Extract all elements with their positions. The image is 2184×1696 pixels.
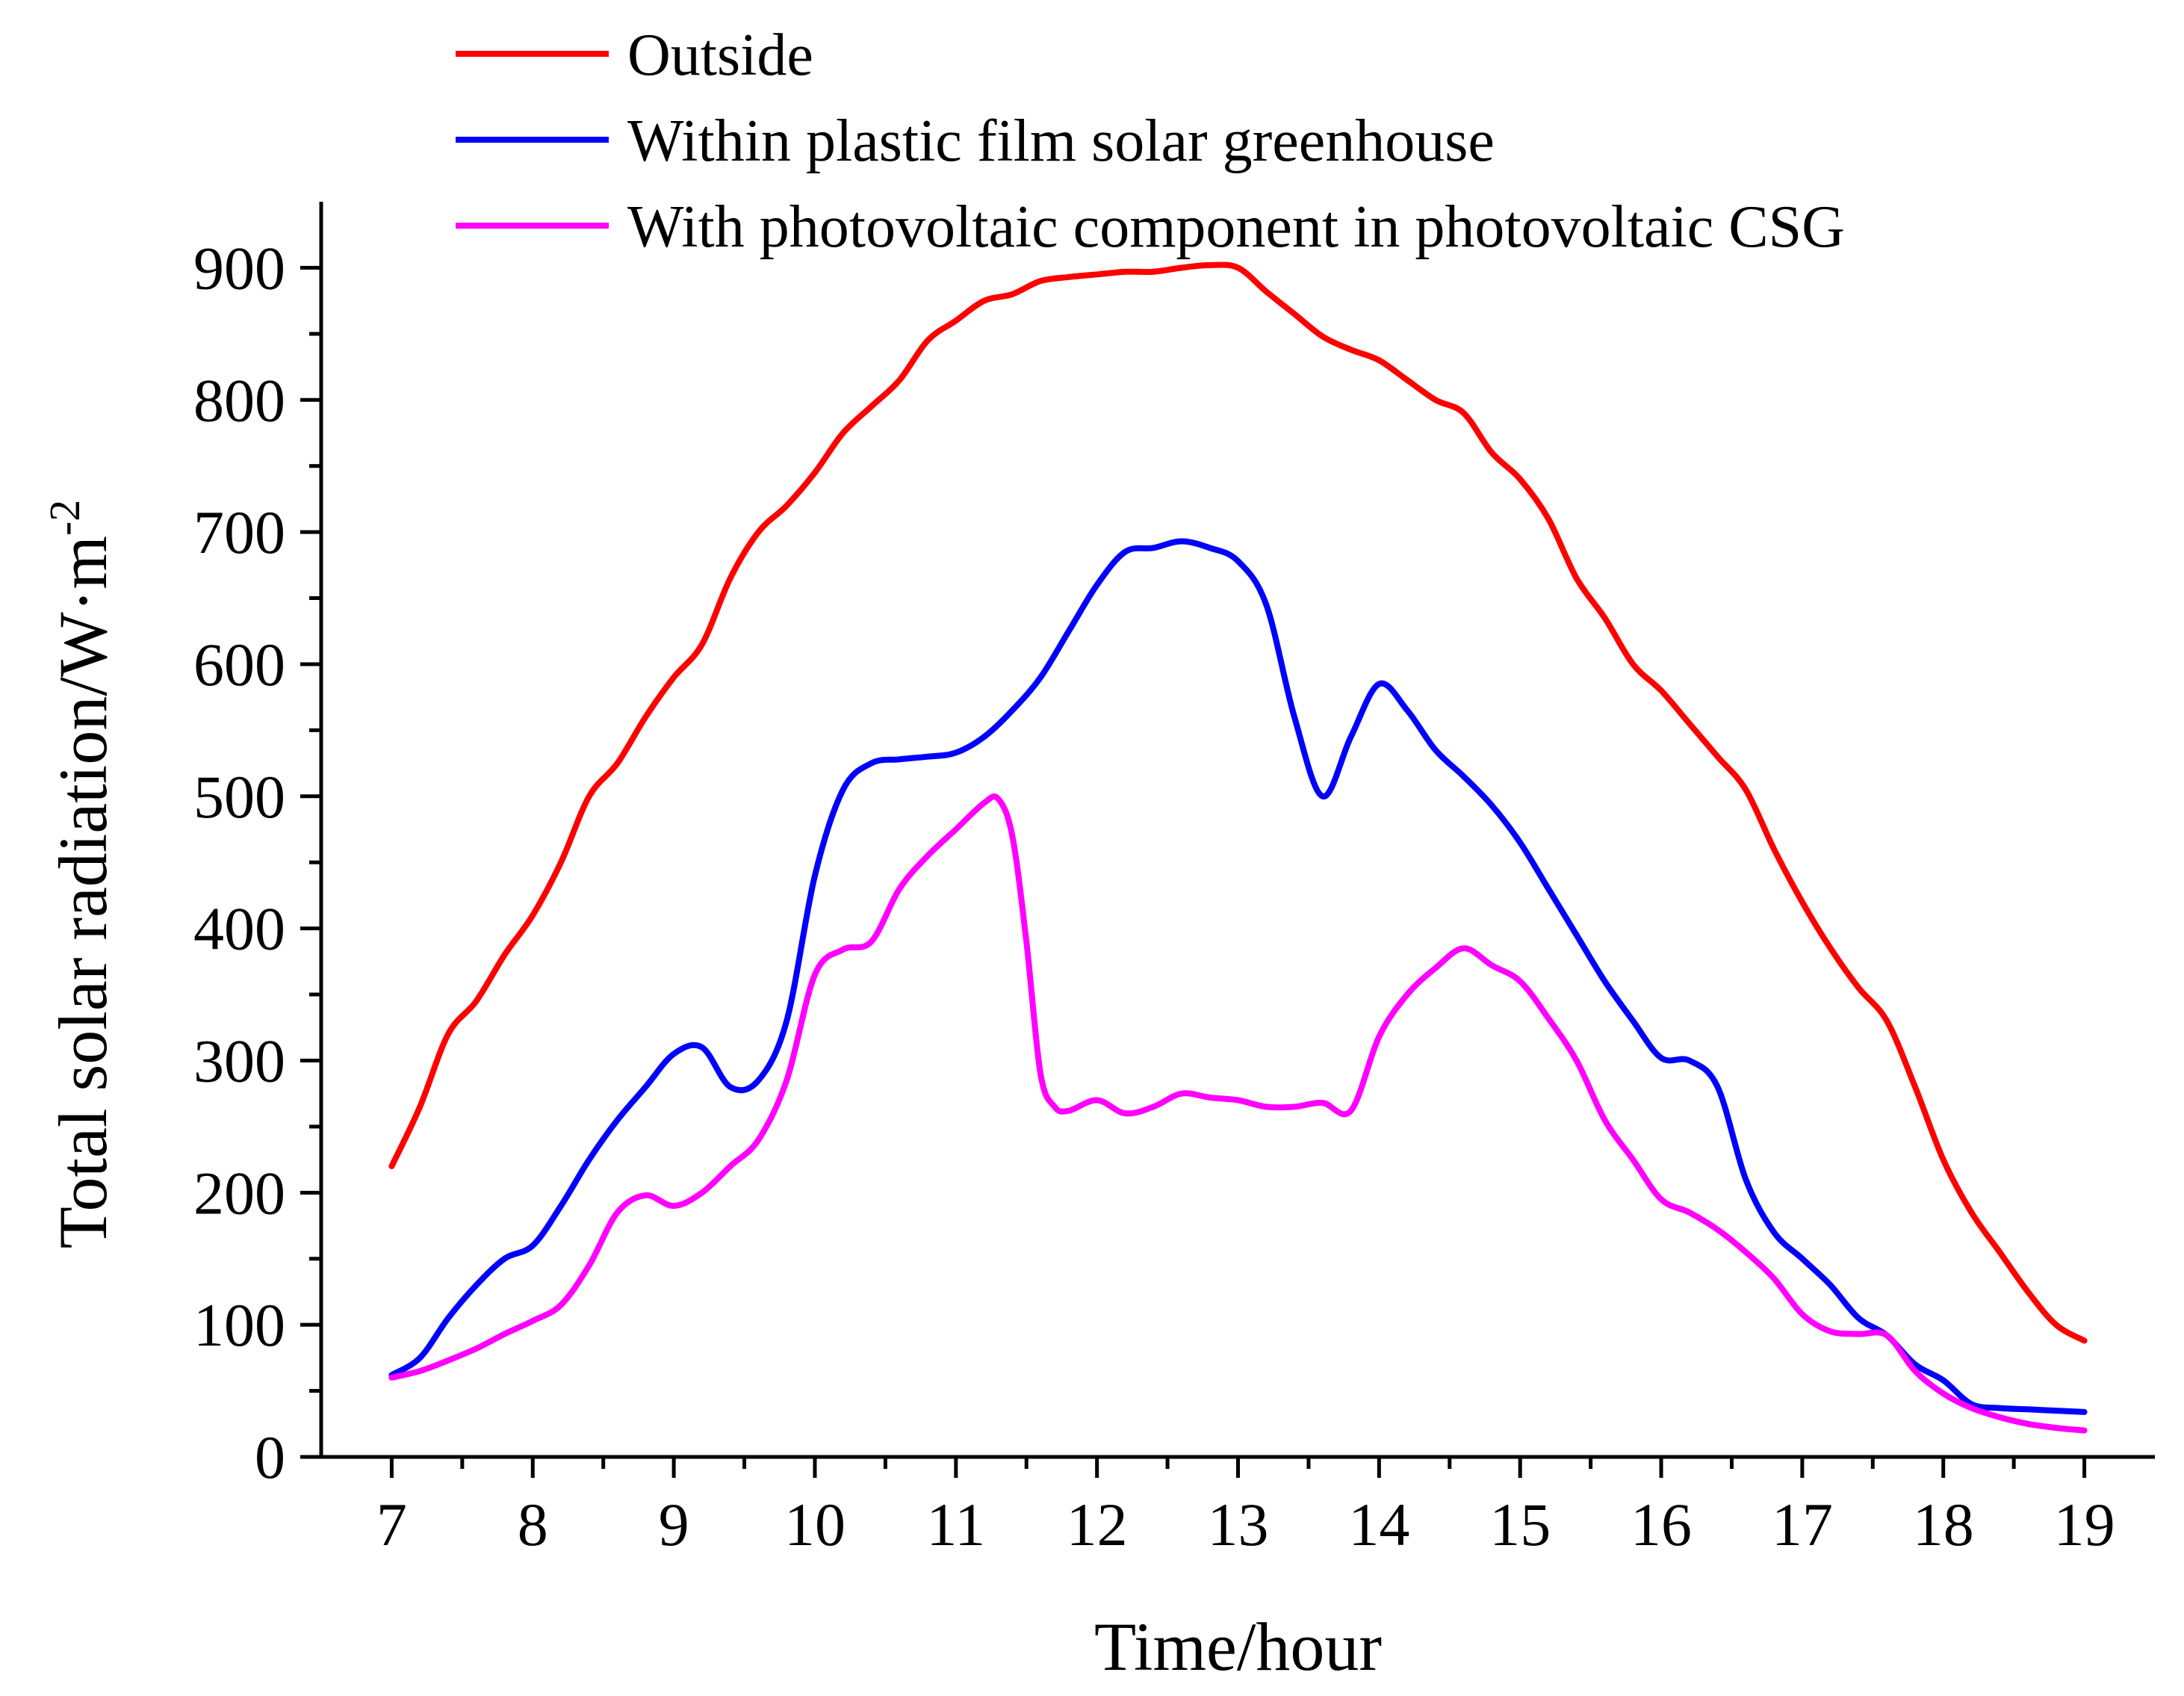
y-tick-label: 900 xyxy=(193,234,285,302)
y-tick-label: 200 xyxy=(193,1159,285,1227)
x-tick-label: 12 xyxy=(1067,1491,1128,1559)
x-tick-label: 7 xyxy=(376,1491,407,1559)
y-tick-label: 100 xyxy=(193,1291,285,1359)
x-tick-label: 10 xyxy=(784,1491,846,1559)
plot-lines xyxy=(388,261,2088,1434)
y-tick-label: 500 xyxy=(193,763,285,831)
legend: Outside Within plastic film solar greenho… xyxy=(456,22,1845,260)
tick-labels: 0 100 200 300 400 500 600 700 800 900 7 8 9 10 11 12 13 1… xyxy=(193,234,2115,1559)
x-tick-label: 9 xyxy=(659,1491,689,1559)
series-2-line xyxy=(388,538,2088,1415)
y-axis-title-superscript: -2 xyxy=(40,500,89,536)
x-tick-label: 17 xyxy=(1772,1491,1833,1559)
y-axis-title-main: Total solar radiation/W·m xyxy=(45,536,121,1248)
x-tick-label: 14 xyxy=(1348,1491,1409,1559)
series-1-line xyxy=(388,261,2088,1344)
x-tick-label: 11 xyxy=(926,1491,985,1559)
y-tick-label: 600 xyxy=(193,631,285,699)
x-tick-label: 18 xyxy=(1913,1491,1974,1559)
y-tick-label: 700 xyxy=(193,498,285,566)
y-axis-title: Total solar radiation/W·m-2 xyxy=(40,500,121,1248)
x-tick-label: 15 xyxy=(1489,1491,1551,1559)
y-tick-label: 800 xyxy=(193,366,285,434)
legend-label-series-3: With photovoltaic component in photovolt… xyxy=(627,194,1845,260)
y-tick-label: 0 xyxy=(255,1423,285,1491)
legend-label-series-1: Outside xyxy=(627,22,813,88)
y-tick-label: 300 xyxy=(193,1027,285,1095)
series-3-line xyxy=(388,793,2088,1434)
x-tick-label: 19 xyxy=(2054,1491,2115,1559)
x-axis-title: Time/hour xyxy=(1094,1609,1382,1685)
legend-label-series-2: Within plastic film solar greenhouse xyxy=(627,108,1495,174)
axes xyxy=(300,202,2155,1478)
x-tick-label: 8 xyxy=(518,1491,548,1559)
y-tick-label: 400 xyxy=(193,895,285,963)
x-tick-label: 13 xyxy=(1208,1491,1269,1559)
x-tick-label: 16 xyxy=(1631,1491,1692,1559)
